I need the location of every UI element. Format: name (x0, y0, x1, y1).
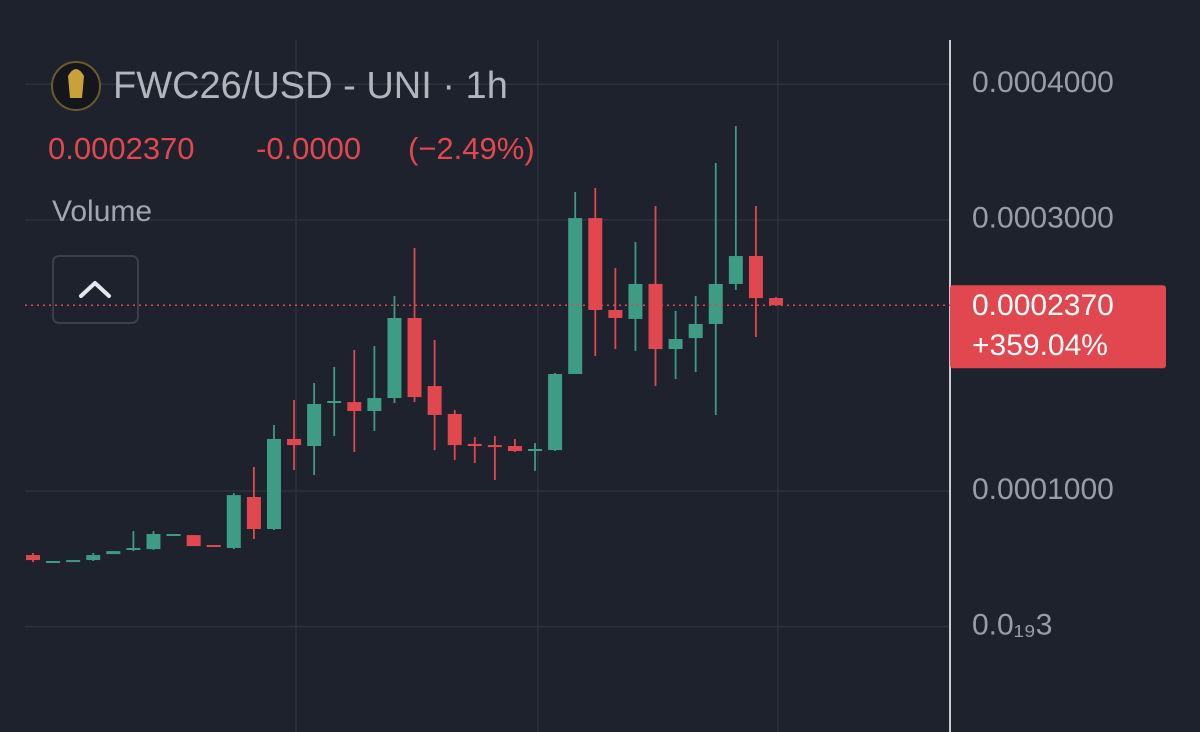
candle-body (246, 496, 261, 529)
last-price-box (950, 285, 1166, 369)
candle-body (146, 534, 161, 550)
last-price-label: 0.0002370 (972, 289, 1114, 322)
candle-body (588, 218, 603, 310)
candle-body (66, 560, 81, 563)
candle-body (287, 438, 302, 446)
candle-body (407, 317, 422, 398)
candle-body (367, 398, 382, 412)
candle-body (266, 438, 281, 529)
candle-body (467, 443, 482, 447)
change: -0.0000 (256, 131, 361, 166)
candle-body (487, 445, 502, 448)
candle-body (86, 555, 101, 561)
candle-body (668, 339, 683, 350)
collapse-button[interactable] (52, 255, 139, 324)
indicator-label: Volume (52, 195, 152, 228)
candle-body (347, 402, 362, 412)
y-tick-label: 0.0001000 (972, 473, 1114, 506)
candle-body (327, 400, 342, 404)
candle-body (507, 446, 522, 452)
change-percent: (−2.49%) (408, 131, 535, 166)
candle-body (528, 448, 543, 452)
candle-body (206, 544, 221, 547)
last-price: 0.0002370 (48, 131, 195, 166)
candle-body (126, 547, 141, 551)
chevron-up-icon (79, 281, 111, 298)
candle-body (708, 283, 723, 324)
chart-title: FWC26/USD - UNI · 1h (113, 65, 508, 107)
last-change-label: +359.04% (972, 329, 1108, 362)
candle-body (769, 298, 783, 306)
candle-body (46, 561, 61, 564)
candle-body (688, 323, 703, 339)
y-tick-label: 0.0₁₉3 (972, 609, 1052, 642)
candle-body (728, 256, 743, 284)
candle-body (447, 414, 462, 446)
candle-body (186, 535, 201, 547)
candle-body (628, 283, 643, 319)
plot-area (26, 125, 783, 564)
candle-body (26, 555, 40, 561)
candle-body (226, 495, 241, 548)
y-tick-label: 0.0004000 (972, 66, 1114, 99)
candle-body (568, 218, 583, 375)
token-logo-cup (68, 69, 84, 98)
candle-body (307, 403, 322, 447)
candle-body (748, 256, 763, 299)
candle-body (648, 283, 663, 350)
candle-body (427, 386, 442, 415)
candle-body (166, 534, 181, 537)
candle-body (387, 317, 402, 399)
candle-body (608, 309, 623, 318)
y-tick-label: 0.0003000 (972, 202, 1114, 235)
candle-body (548, 374, 563, 451)
candle-body (106, 551, 121, 555)
grid (25, 40, 950, 732)
